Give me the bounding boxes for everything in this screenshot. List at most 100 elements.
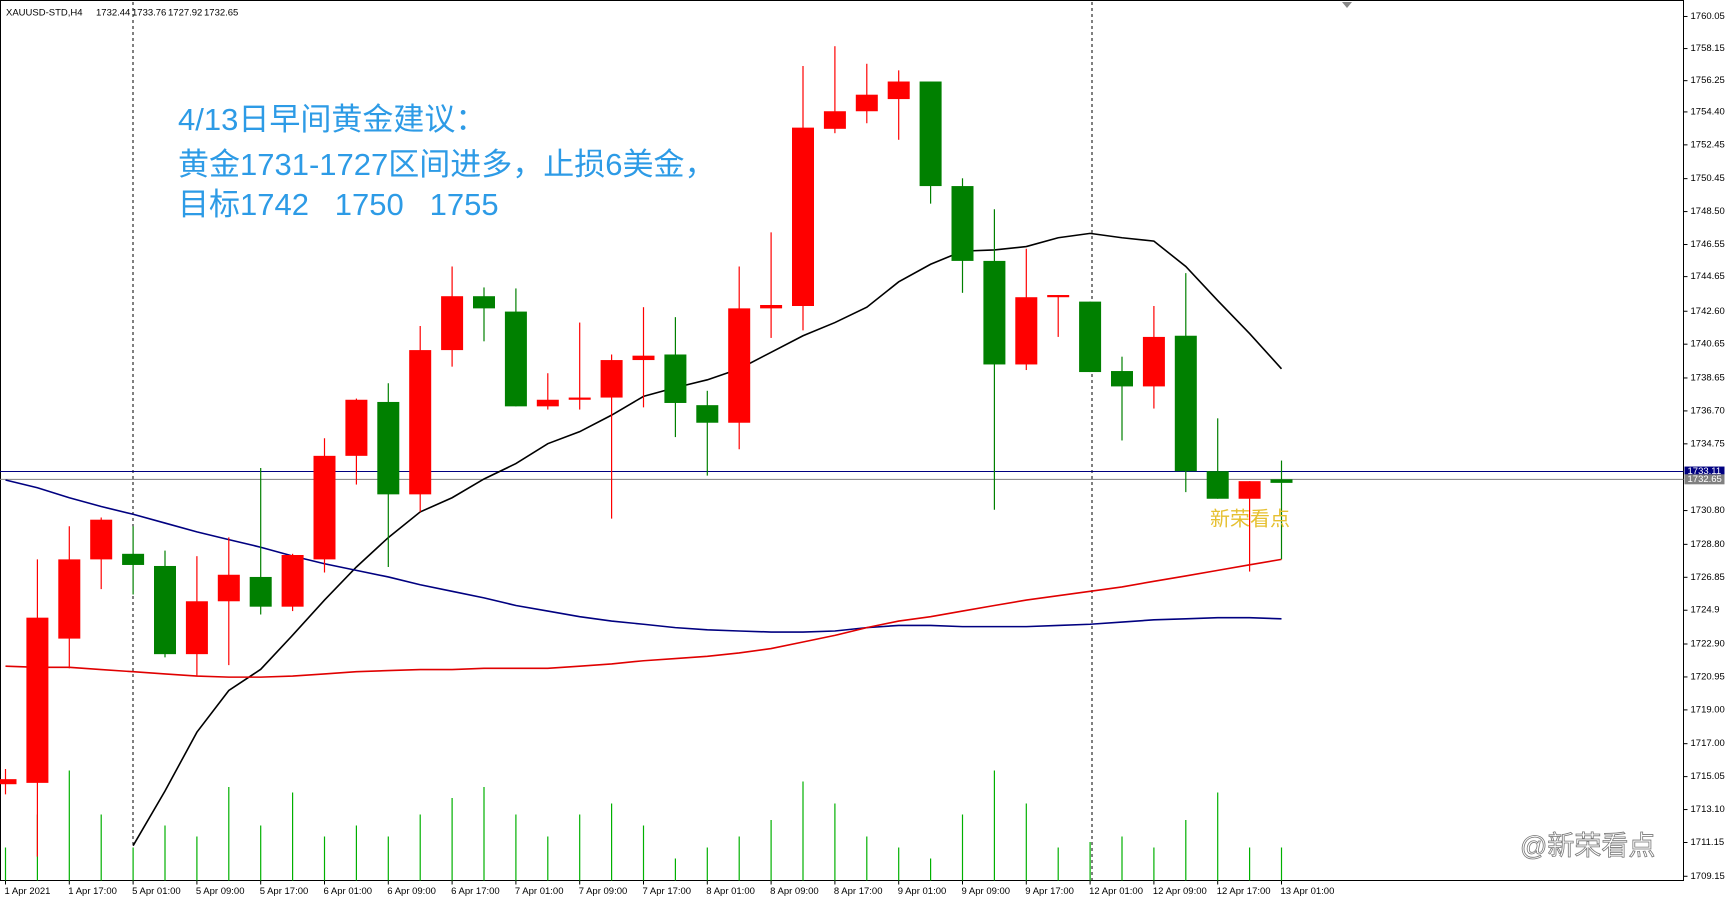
candle-body — [855, 94, 878, 112]
y-tick-label: 1750.45 — [1691, 173, 1725, 184]
y-tick-label: 1738.65 — [1691, 372, 1725, 383]
price-label: 1732.65 — [1688, 474, 1722, 485]
candle-body — [823, 111, 846, 129]
y-tick-label: 1752.45 — [1691, 139, 1725, 150]
credit: @新荣看点 — [1520, 831, 1655, 861]
candle-body — [760, 304, 783, 309]
candle-body — [951, 186, 974, 261]
symbol: XAUUSD-STD,H4 — [6, 8, 83, 19]
y-tick-label: 1760.05 — [1691, 11, 1725, 22]
watermark: 新荣看点 — [1210, 507, 1290, 530]
candle-body — [1206, 471, 1229, 499]
candle-body — [728, 308, 751, 423]
candle-body — [887, 81, 910, 100]
candle-body — [313, 455, 336, 560]
x-tick-label: 6 Apr 17:00 — [451, 886, 500, 897]
candle-body — [1047, 295, 1070, 298]
candle-body — [1015, 297, 1038, 365]
candle-body — [473, 296, 495, 309]
candle-body — [185, 601, 208, 655]
x-tick-label: 5 Apr 01:00 — [132, 886, 181, 897]
candle-body — [792, 127, 814, 307]
annotation-line: 黄金1731-1727区间进多，止损6美金， — [178, 147, 716, 182]
header-value: 1732.44 — [96, 8, 130, 19]
candle-body — [696, 405, 719, 423]
y-tick-label: 1746.55 — [1691, 239, 1725, 250]
candle-body — [26, 617, 49, 783]
y-tick-label: 1758.15 — [1691, 43, 1725, 54]
y-tick-label: 1742.60 — [1691, 306, 1725, 317]
x-tick-label: 6 Apr 09:00 — [387, 886, 436, 897]
x-tick-label: 1 Apr 17:00 — [68, 886, 117, 897]
header: XAUUSD-STD,H4 1732.44 1733.76 1727.92 1732.… — [6, 8, 238, 19]
x-tick-label: 5 Apr 17:00 — [260, 886, 309, 897]
candle-body — [345, 399, 368, 456]
price-label-box — [1684, 466, 1725, 477]
x-tick-label: 5 Apr 09:00 — [196, 886, 245, 897]
candle-body — [58, 559, 81, 639]
candle-body — [983, 260, 1006, 365]
y-tick-label: 1709.15 — [1691, 871, 1725, 882]
x-tick-label: 9 Apr 17:00 — [1025, 886, 1074, 897]
price-label-box — [1684, 474, 1725, 485]
x-tick-label: 12 Apr 01:00 — [1089, 886, 1143, 897]
x-tick-label: 6 Apr 01:00 — [324, 886, 373, 897]
x-tick-label: 12 Apr 09:00 — [1153, 886, 1207, 897]
moving-average — [5, 558, 1282, 678]
candle-body — [568, 397, 591, 400]
candle-body — [217, 574, 240, 602]
shift-marker — [1342, 2, 1352, 8]
candle-body — [1174, 335, 1197, 472]
y-tick-label: 1722.90 — [1691, 639, 1725, 650]
y-tick-label: 1728.80 — [1691, 539, 1725, 550]
y-tick-label: 1754.40 — [1691, 106, 1725, 117]
y-tick-label: 1726.85 — [1691, 572, 1725, 583]
y-tick-label: 1719.00 — [1691, 704, 1725, 715]
candle-body — [0, 779, 17, 785]
y-tick-label: 1748.50 — [1691, 206, 1725, 217]
annotation: 4/13日早间黄金建议： 黄金1731-1727区间进多，止损6美金， 目标17… — [178, 102, 716, 222]
y-tick-label: 1720.95 — [1691, 671, 1725, 682]
annotation-line: 4/13日早间黄金建议： — [178, 102, 486, 137]
x-tick-label: 8 Apr 17:00 — [834, 886, 883, 897]
x-tick-label: 7 Apr 09:00 — [579, 886, 628, 897]
candle-body — [1270, 479, 1293, 483]
x-tick-label: 9 Apr 01:00 — [898, 886, 947, 897]
candle-body — [377, 401, 400, 495]
y-tick-label: 1713.10 — [1691, 804, 1725, 815]
moving-average — [132, 232, 1283, 847]
candle-body — [1111, 371, 1133, 387]
x-tick-label: 7 Apr 01:00 — [515, 886, 564, 897]
candle-body — [409, 350, 432, 495]
y-tick-label: 1736.70 — [1691, 405, 1725, 416]
annotation-line: 目标1742 1750 1755 — [178, 187, 499, 222]
y-tick-label: 1724.9 — [1691, 605, 1720, 616]
header-value: 1727.92 — [168, 8, 202, 19]
candle-body — [600, 360, 623, 398]
y-tick-label: 1715.05 — [1691, 771, 1725, 782]
y-tick-label: 1717.00 — [1691, 738, 1725, 749]
candle-body — [249, 576, 272, 607]
x-tick-label: 7 Apr 17:00 — [643, 886, 692, 897]
y-tick-label: 1711.15 — [1691, 837, 1725, 848]
candle-body — [919, 81, 942, 187]
x-tick-label: 13 Apr 01:00 — [1281, 886, 1335, 897]
y-tick-label: 1740.65 — [1691, 339, 1725, 350]
candle-body — [1142, 336, 1165, 387]
candle-body — [536, 399, 559, 407]
candle-body — [504, 311, 527, 407]
y-tick-label: 1756.25 — [1691, 75, 1725, 86]
price-label: 1733.11 — [1688, 466, 1722, 477]
y-tick-label: 1744.65 — [1691, 271, 1725, 282]
header-value: 1733.76 — [132, 8, 166, 19]
y-tick-label: 1730.80 — [1691, 505, 1725, 516]
x-tick-label: 9 Apr 09:00 — [962, 886, 1011, 897]
marks: 1760.05 1758.15 1756.25 1754.40 1752.45 1750.… — [0, 11, 1725, 897]
candle-body — [90, 519, 113, 560]
candle-body — [632, 355, 655, 361]
y-tick-label: 1734.75 — [1691, 438, 1725, 449]
candle-body — [441, 296, 464, 351]
x-tick-label: 8 Apr 01:00 — [706, 886, 755, 897]
candle-body — [281, 554, 304, 607]
